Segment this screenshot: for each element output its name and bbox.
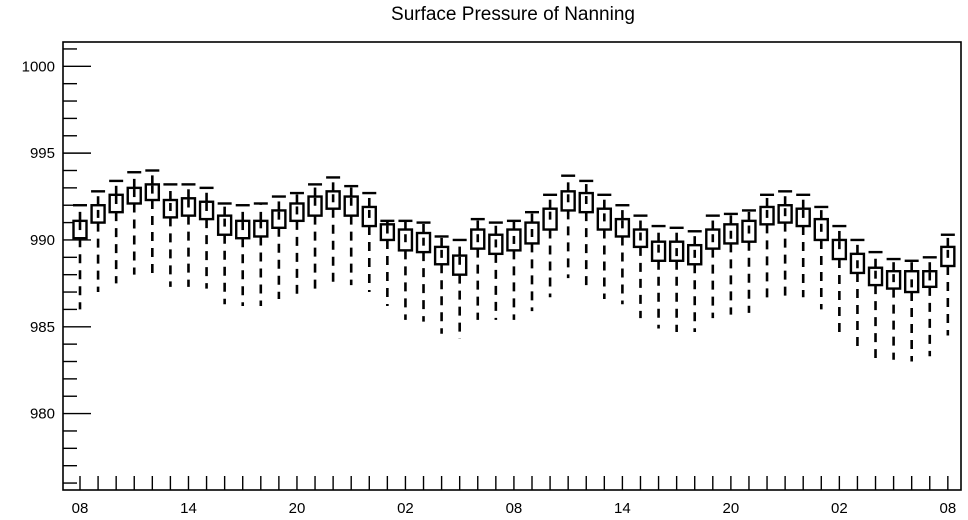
box-item — [940, 233, 956, 336]
x-tick-label: 14 — [614, 500, 631, 517]
box-item — [289, 191, 305, 294]
box-item — [180, 183, 197, 287]
box-item — [90, 190, 106, 293]
box-item — [687, 230, 703, 332]
box-item — [524, 210, 540, 312]
box-item — [795, 193, 811, 298]
x-tick-label: 14 — [180, 500, 197, 517]
box-series — [72, 169, 956, 362]
box-item — [777, 190, 793, 298]
box-item — [198, 186, 215, 289]
box-item — [922, 256, 938, 357]
box-item — [235, 204, 251, 306]
y-tick-label: 985 — [30, 319, 55, 336]
box-item — [126, 171, 142, 275]
box-item — [271, 195, 287, 299]
y-axis: 980 985 990 995 1000 — [22, 48, 91, 484]
box-item — [813, 205, 829, 310]
box-item — [885, 257, 902, 360]
x-tick-label: 08 — [72, 500, 89, 517]
y-tick-label: 980 — [30, 406, 55, 423]
box-item — [451, 238, 468, 339]
box-item — [632, 214, 649, 319]
y-tick-label: 990 — [30, 232, 55, 249]
box-item — [903, 259, 920, 362]
box-item — [108, 179, 124, 284]
iqr-box — [343, 195, 359, 217]
box-item — [506, 219, 522, 320]
iqr-box — [451, 254, 468, 276]
box-item — [759, 193, 775, 303]
box-item — [470, 217, 486, 320]
y-tick-label: 995 — [30, 145, 55, 162]
chart-title: Surface Pressure of Nanning — [391, 4, 635, 25]
x-axis: 08 14 20 02 08 14 20 02 08 — [72, 476, 956, 517]
box-item — [253, 202, 269, 306]
box-item — [415, 221, 432, 322]
box-item — [361, 191, 377, 293]
x-tick-label: 08 — [506, 500, 523, 517]
box-item — [578, 179, 594, 289]
box-item — [668, 226, 685, 332]
x-tick-label: 08 — [939, 500, 956, 517]
x-tick-label: 02 — [831, 500, 848, 517]
x-tick-label: 20 — [289, 500, 306, 517]
x-tick-label: 20 — [723, 500, 740, 517]
box-item — [560, 174, 576, 279]
box-item — [705, 214, 721, 319]
box-item — [650, 224, 667, 329]
box-item — [867, 250, 884, 359]
box-item — [162, 183, 179, 287]
box-item — [542, 193, 558, 298]
box-item — [596, 193, 613, 299]
plot-frame — [62, 41, 962, 491]
box-item — [488, 221, 504, 320]
box-item — [433, 235, 450, 334]
box-item — [216, 202, 233, 305]
box-item — [72, 204, 88, 310]
y-tick-label: 1000 — [22, 58, 55, 75]
box-item — [325, 176, 341, 286]
box-item — [723, 212, 739, 315]
iqr-box — [831, 238, 848, 261]
box-item — [849, 238, 866, 352]
box-item — [379, 219, 396, 306]
box-item — [144, 169, 161, 275]
box-item — [307, 183, 323, 289]
box-item — [343, 184, 359, 286]
box-item — [397, 219, 414, 320]
box-item — [831, 224, 848, 339]
x-tick-label: 02 — [397, 500, 414, 517]
box-item — [614, 204, 631, 305]
iqr-box — [307, 195, 323, 217]
box-item — [741, 209, 757, 313]
